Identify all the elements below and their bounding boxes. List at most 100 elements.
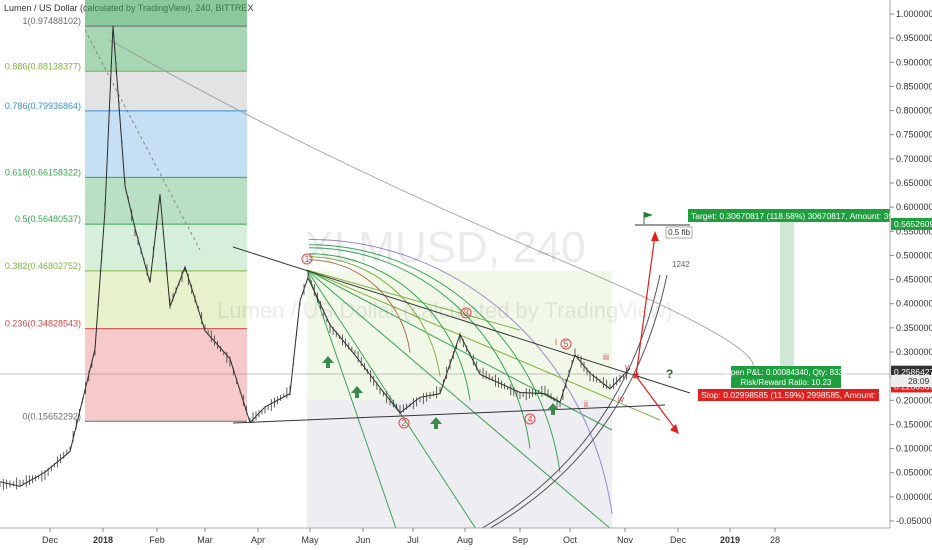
x-tick-label: Nov xyxy=(617,535,634,545)
wave-roman-2: iii xyxy=(603,352,609,362)
up-arrow-icon xyxy=(322,356,334,368)
x-tick-label: 2019 xyxy=(720,535,740,545)
wave-roman-3: iv xyxy=(618,394,625,404)
fib-band-top xyxy=(85,0,247,27)
y-tick-label: 0.15000000 xyxy=(896,419,932,429)
decay-curve xyxy=(109,39,754,376)
target-arrow xyxy=(635,234,656,377)
wave-roman-0: i xyxy=(555,337,557,347)
open-pl-label: Open P&L: 0.00084340, Qty: 8337 xyxy=(725,368,848,377)
fib-label-0: 1(0.97488102) xyxy=(22,16,81,26)
price-tag-bg-0 xyxy=(891,217,932,230)
up-arrow-icon xyxy=(547,403,559,415)
y-tick-label: 0.55000000 xyxy=(896,226,932,236)
y-axis-bg xyxy=(890,0,932,550)
pl-label-bg xyxy=(731,366,841,388)
y-tick-label: 0.40000000 xyxy=(896,299,932,309)
stop-arrow-head xyxy=(670,424,679,434)
lower-trendline xyxy=(232,404,666,424)
target-label-bg xyxy=(688,209,890,222)
fib-band-5 xyxy=(85,270,247,329)
x-tick-label: 2018 xyxy=(93,535,113,545)
speed-arc-inner xyxy=(467,274,668,541)
x-tick-label: Mar xyxy=(197,535,213,545)
watermark-layer: XLMUSD, 240 Lumen / US Dollar (calculated… xyxy=(217,223,673,323)
y-tick-label: 1.00000000 xyxy=(896,9,932,19)
risk-reward-label: Risk/Reward Ratio: 10.23 xyxy=(741,378,832,387)
wave-circle-0 xyxy=(301,253,313,265)
fib-retracement-zone: 1(0.97488102) 0.886(0.88138377) 0.786(0.79… xyxy=(5,0,247,422)
y-tick-label: 0.45000000 xyxy=(896,275,932,285)
fan-line-3 xyxy=(306,269,661,421)
x-tick-label: 28 xyxy=(770,535,780,545)
y-tick-label: -0.05000000 xyxy=(896,516,932,526)
y-tick-label: 0.70000000 xyxy=(896,154,932,164)
fan-line-0 xyxy=(306,269,613,431)
fib-band-6 xyxy=(85,328,247,422)
gann-fan-lines xyxy=(84,29,754,541)
wave-label-3: 4 xyxy=(527,414,532,424)
target-arrow-head xyxy=(651,231,659,241)
y-tick-label: 0.75000000 xyxy=(896,130,932,140)
wave-label-2: 3 xyxy=(463,308,468,318)
fib-band-0 xyxy=(85,26,247,72)
up-arrow-icon xyxy=(430,417,442,429)
y-tick-label: 0.30000000 xyxy=(896,347,932,357)
stop-label-bg xyxy=(698,389,879,401)
target-label: Target: 0.30670817 (118.58%) 30670817, A… xyxy=(691,211,915,221)
watermark-subtitle: Lumen / US Dollar (calculated by Trading… xyxy=(217,298,673,323)
price-tag-2: 0.25864279 xyxy=(894,367,932,377)
y-tick-label: 0.50000000 xyxy=(896,250,932,260)
stop-label: Stop: 0.02998585 (11.59%) 2998585, Amoun… xyxy=(701,390,904,400)
y-tick-label: 0.20000000 xyxy=(896,395,932,405)
wave-circle-2 xyxy=(460,307,472,319)
dashed-trend xyxy=(84,29,201,251)
fib-band-2 xyxy=(85,110,247,178)
upper-trendline xyxy=(232,246,691,394)
x-tick-label: Oct xyxy=(563,535,578,545)
fib-band-1 xyxy=(85,71,247,111)
gann-arc-0 xyxy=(308,259,411,353)
wave-circle-1 xyxy=(398,417,410,429)
y-tick-label: 0.80000000 xyxy=(896,106,932,116)
x-tick-label: Sep xyxy=(512,535,528,545)
x-tick-label: Apr xyxy=(251,535,265,545)
entry-marker-icon: ✖ xyxy=(632,371,640,381)
flag-icon xyxy=(644,212,653,218)
y-tick-label: 0.85000000 xyxy=(896,81,932,91)
y-tick-label: 0.35000000 xyxy=(896,323,932,333)
y-tick-label: 0.60000000 xyxy=(896,202,932,212)
x-tick-label: Dec xyxy=(42,535,59,545)
x-tick-label: Jul xyxy=(407,535,419,545)
y-tick-label: 0.10000000 xyxy=(896,444,932,454)
x-tick-label: Aug xyxy=(457,535,473,545)
y-tick-label: 0.65000000 xyxy=(896,178,932,188)
fan-line-2 xyxy=(306,269,401,541)
fib-label-3: 0.618(0.66158322) xyxy=(5,167,81,177)
y-tick-label: 0.00000000 xyxy=(896,492,932,502)
y-tick-label: 0.90000000 xyxy=(896,57,932,67)
gann-arc-1 xyxy=(308,256,441,377)
gann-arc-5 xyxy=(308,238,613,515)
wave-roman-4: v xyxy=(625,362,630,372)
wave-circle-4 xyxy=(560,338,572,350)
fib-label-2: 0.786(0.79936864) xyxy=(5,101,81,111)
x-tick-label: Feb xyxy=(149,535,165,545)
x-tick-label: Dec xyxy=(670,535,687,545)
x-tick-label: Jun xyxy=(356,535,371,545)
wave-circle-3 xyxy=(524,413,536,425)
price-tag-0: 0.56526096 xyxy=(894,219,932,229)
fib-box-label: 0.5 fib xyxy=(668,228,690,237)
gann-box-lower xyxy=(307,400,612,528)
count-label: 1242 xyxy=(672,260,690,269)
price-tag-bg-2 xyxy=(891,365,932,378)
fib-label-5: 0.382(0.46802752) xyxy=(5,261,81,271)
fan-line-5 xyxy=(306,269,613,531)
fib-label-1: 0.886(0.88138377) xyxy=(5,61,81,71)
wave-label-4: 5 xyxy=(563,339,568,349)
fib-box xyxy=(665,226,693,239)
x-tick-label: May xyxy=(301,535,319,545)
